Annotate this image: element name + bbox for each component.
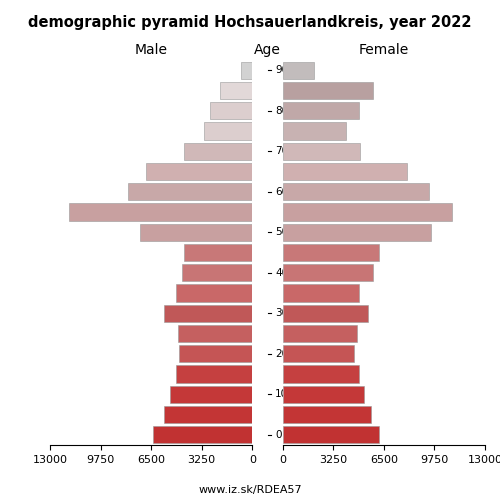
Bar: [176, 284, 252, 302]
Text: 30: 30: [275, 308, 288, 318]
Bar: [128, 183, 252, 200]
Bar: [220, 82, 252, 99]
Title: Age: Age: [254, 44, 281, 58]
Bar: [282, 406, 372, 423]
Bar: [282, 386, 364, 403]
Text: 60: 60: [275, 186, 288, 196]
Bar: [282, 142, 360, 160]
Text: 80: 80: [275, 106, 288, 116]
Bar: [170, 386, 252, 403]
Bar: [210, 102, 252, 120]
Title: Female: Female: [358, 44, 409, 58]
Bar: [282, 183, 429, 200]
Bar: [282, 264, 373, 281]
Title: Male: Male: [134, 44, 168, 58]
Bar: [282, 325, 358, 342]
Text: 90: 90: [275, 65, 288, 75]
Bar: [282, 366, 359, 382]
Bar: [152, 426, 252, 444]
Bar: [282, 345, 354, 362]
Bar: [164, 406, 252, 423]
Bar: [176, 366, 252, 382]
Bar: [164, 304, 252, 322]
Bar: [282, 426, 379, 444]
Text: 20: 20: [275, 349, 288, 359]
Bar: [184, 244, 252, 261]
Text: 40: 40: [275, 268, 288, 278]
Bar: [282, 102, 359, 120]
Bar: [140, 224, 252, 241]
Text: 70: 70: [275, 146, 288, 156]
Bar: [282, 284, 359, 302]
Bar: [282, 122, 346, 140]
Bar: [184, 142, 252, 160]
Bar: [146, 163, 252, 180]
Bar: [282, 204, 452, 220]
Text: demographic pyramid Hochsauerlandkreis, year 2022: demographic pyramid Hochsauerlandkreis, …: [28, 15, 472, 30]
Bar: [282, 62, 314, 78]
Bar: [179, 345, 252, 362]
Bar: [240, 62, 252, 78]
Bar: [282, 163, 407, 180]
Text: www.iz.sk/RDEA57: www.iz.sk/RDEA57: [198, 485, 302, 495]
Bar: [182, 264, 252, 281]
Text: 0: 0: [275, 430, 281, 440]
Bar: [178, 325, 252, 342]
Bar: [68, 204, 252, 220]
Text: 50: 50: [275, 227, 288, 237]
Bar: [282, 244, 379, 261]
Bar: [282, 304, 368, 322]
Bar: [282, 224, 430, 241]
Bar: [282, 82, 373, 99]
Bar: [204, 122, 252, 140]
Text: 10: 10: [275, 390, 288, 400]
